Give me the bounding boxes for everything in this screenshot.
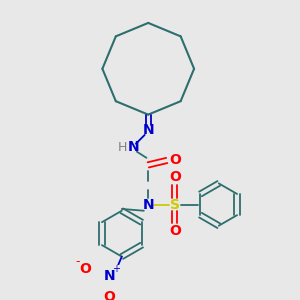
- Text: H: H: [118, 141, 128, 154]
- Text: O: O: [169, 224, 181, 238]
- Text: O: O: [80, 262, 92, 276]
- Text: O: O: [169, 170, 181, 184]
- Text: +: +: [112, 264, 121, 274]
- Text: S: S: [170, 198, 180, 212]
- Text: N: N: [103, 269, 115, 283]
- Text: O: O: [103, 290, 116, 300]
- Text: N: N: [128, 140, 139, 154]
- Text: N: N: [142, 198, 154, 212]
- Text: O: O: [169, 154, 181, 167]
- Text: -: -: [76, 255, 80, 268]
- Text: N: N: [142, 124, 154, 137]
